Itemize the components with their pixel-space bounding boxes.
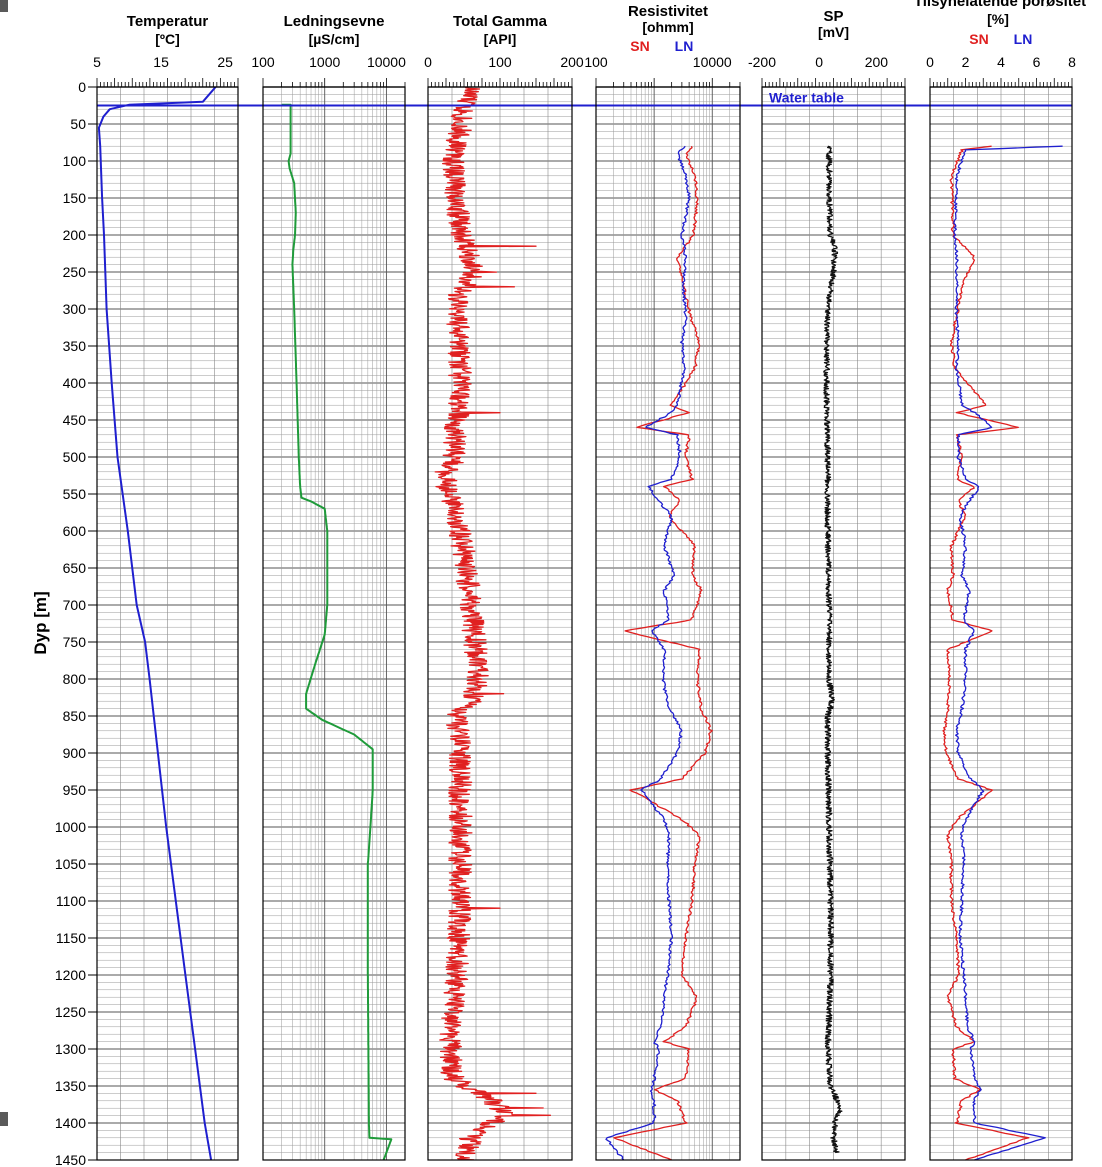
depth-tick-label: 350 bbox=[63, 338, 87, 354]
scale-tick-label: 0 bbox=[424, 54, 432, 70]
scale-tick-label: 4 bbox=[997, 54, 1005, 70]
depth-tick-label: 900 bbox=[63, 745, 87, 761]
depth-tick-label: 1050 bbox=[55, 856, 86, 872]
track-title: Tilsynelatende porøsitet bbox=[914, 0, 1086, 10]
depth-tick-label: 1150 bbox=[56, 930, 86, 946]
depth-tick-label: 850 bbox=[63, 708, 87, 724]
scale-tick-label: 200 bbox=[865, 54, 889, 70]
track-title: Temperatur bbox=[127, 13, 209, 30]
scale-tick-label: 0 bbox=[815, 54, 823, 70]
depth-tick-label: 650 bbox=[63, 560, 87, 576]
depth-tick-label: 450 bbox=[63, 412, 87, 428]
depth-tick-label: 1100 bbox=[56, 893, 86, 909]
depth-tick-label: 100 bbox=[63, 153, 87, 169]
track-title: SP bbox=[823, 8, 843, 25]
scale-tick-label: 100 bbox=[488, 54, 512, 70]
legend-label-sn: SN bbox=[630, 38, 649, 54]
left-edge-marker-bottom bbox=[0, 1112, 8, 1126]
scale-tick-label: 10000 bbox=[693, 54, 732, 70]
depth-tick-label: 150 bbox=[63, 190, 87, 206]
series-sp bbox=[823, 145, 843, 1154]
track-unit: [%] bbox=[987, 11, 1009, 27]
depth-tick-label: 400 bbox=[63, 375, 87, 391]
track-title: Resistivitet bbox=[628, 3, 708, 20]
left-edge-marker-top bbox=[0, 0, 8, 12]
scale-tick-label: 5 bbox=[93, 54, 101, 70]
depth-tick-label: 1350 bbox=[55, 1078, 86, 1094]
depth-tick-label: 1000 bbox=[55, 819, 86, 835]
depth-tick-label: 250 bbox=[63, 264, 87, 280]
track-unit: [ohmm] bbox=[642, 19, 693, 35]
scale-tick-label: 100 bbox=[584, 54, 608, 70]
depth-tick-label: 600 bbox=[63, 523, 87, 539]
depth-tick-label: 1300 bbox=[55, 1041, 86, 1057]
scale-tick-label: 8 bbox=[1068, 54, 1076, 70]
depth-tick-label: 1200 bbox=[55, 967, 86, 983]
track-unit: [mV] bbox=[818, 24, 849, 40]
track-unit: [µS/cm] bbox=[309, 31, 360, 47]
depth-axis-title: Dyp [m] bbox=[31, 591, 50, 654]
track-title: Total Gamma bbox=[453, 13, 548, 30]
depth-tick-label: 550 bbox=[63, 486, 87, 502]
scale-tick-label: 6 bbox=[1033, 54, 1041, 70]
data-layer bbox=[97, 86, 1072, 1161]
scale-tick-label: -200 bbox=[748, 54, 776, 70]
depth-tick-label: 200 bbox=[63, 227, 87, 243]
depth-tick-label: 50 bbox=[70, 116, 86, 132]
scale-tick-label: 15 bbox=[153, 54, 169, 70]
series-ledningsevne bbox=[281, 103, 393, 1161]
legend-label-ln: LN bbox=[1014, 31, 1033, 47]
legend-label-ln: LN bbox=[675, 38, 694, 54]
series-tilsynelatende-por-sitet-sn bbox=[942, 145, 1030, 1161]
scale-tick-label: 25 bbox=[217, 54, 233, 70]
track-unit: [API] bbox=[484, 31, 517, 47]
series-temperatur bbox=[97, 86, 217, 1161]
series-total-gamma bbox=[434, 86, 552, 1161]
depth-tick-label: 300 bbox=[63, 301, 87, 317]
legend-label-sn: SN bbox=[969, 31, 988, 47]
scale-tick-label: 10000 bbox=[367, 54, 406, 70]
scale-tick-label: 2 bbox=[962, 54, 970, 70]
scale-tick-label: 1000 bbox=[309, 54, 340, 70]
depth-tick-label: 500 bbox=[63, 449, 87, 465]
water-table-label: Water table bbox=[769, 90, 844, 106]
frame-layer bbox=[88, 78, 1073, 1161]
depth-tick-label: 1250 bbox=[55, 1004, 86, 1020]
text-layer: 0501001502002503003504004505005506006507… bbox=[31, 0, 1086, 1167]
series-tilsynelatende-por-sitet-ln bbox=[952, 145, 1063, 1161]
grid-layer bbox=[97, 86, 1072, 1161]
depth-tick-label: 0 bbox=[78, 79, 86, 95]
depth-tick-label: 1450 bbox=[55, 1152, 86, 1167]
depth-tick-label: 1400 bbox=[55, 1115, 86, 1131]
track-title: Ledningsevne bbox=[284, 13, 385, 30]
track-unit: [ºC] bbox=[155, 31, 180, 47]
scale-tick-label: 200 bbox=[560, 54, 584, 70]
series-resistivitet-sn bbox=[613, 145, 713, 1161]
depth-tick-label: 700 bbox=[63, 597, 87, 613]
depth-tick-label: 950 bbox=[63, 782, 87, 798]
depth-tick-label: 800 bbox=[63, 671, 87, 687]
series-resistivitet-ln bbox=[605, 145, 691, 1161]
scale-tick-label: 0 bbox=[926, 54, 934, 70]
scale-tick-label: 100 bbox=[251, 54, 275, 70]
depth-tick-label: 750 bbox=[63, 634, 87, 650]
